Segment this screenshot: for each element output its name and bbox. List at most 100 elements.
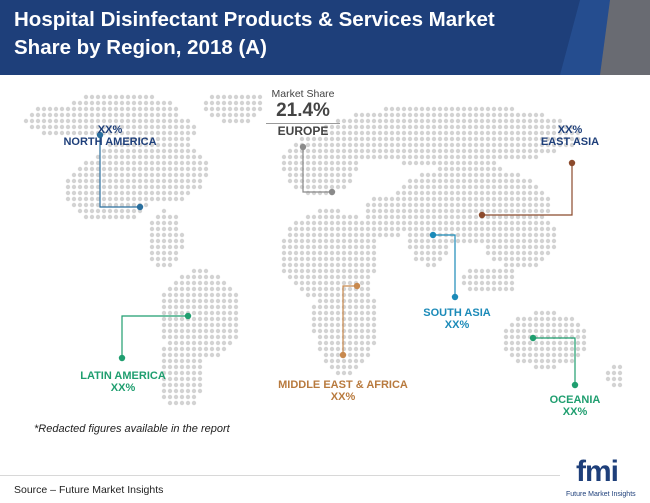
map-dot [173, 106, 179, 112]
leader-marker [429, 231, 437, 239]
map-dot [317, 226, 323, 232]
map-dot [533, 130, 539, 136]
map-dot [203, 304, 209, 310]
map-dot [521, 232, 527, 238]
map-dot [323, 226, 329, 232]
map-dot [197, 352, 203, 358]
map-dot [497, 286, 503, 292]
map-dot [305, 286, 311, 292]
map-dot [503, 256, 509, 262]
map-dot [527, 184, 533, 190]
map-dot [335, 118, 341, 124]
map-dot [503, 328, 509, 334]
map-dot [419, 112, 425, 118]
map-dot [347, 358, 353, 364]
map-dot [95, 160, 101, 166]
map-dot [341, 124, 347, 130]
label-oceania: OCEANIA XX% [540, 394, 610, 418]
map-dot [443, 250, 449, 256]
map-dot [449, 172, 455, 178]
map-dot [533, 142, 539, 148]
map-dot [191, 286, 197, 292]
map-dot [533, 238, 539, 244]
map-dot [305, 184, 311, 190]
map-dot [125, 208, 131, 214]
map-dot [521, 238, 527, 244]
map-dot [137, 190, 143, 196]
map-dot [167, 316, 173, 322]
map-dot [449, 130, 455, 136]
map-dot [329, 214, 335, 220]
map-dot [341, 154, 347, 160]
map-dot [509, 136, 515, 142]
map-dot [341, 226, 347, 232]
map-dot [329, 148, 335, 154]
map-dot [161, 220, 167, 226]
map-dot [485, 238, 491, 244]
map-dot [425, 244, 431, 250]
map-dot [185, 358, 191, 364]
map-dot [173, 394, 179, 400]
map-dot [533, 190, 539, 196]
map-dot [533, 364, 539, 370]
map-dot [125, 196, 131, 202]
map-dot [293, 172, 299, 178]
map-dot [191, 370, 197, 376]
map-dot [521, 202, 527, 208]
map-dot [167, 298, 173, 304]
map-dot [491, 256, 497, 262]
map-dot [485, 106, 491, 112]
map-dot [377, 220, 383, 226]
map-dot [365, 262, 371, 268]
map-dot [575, 136, 581, 142]
map-dot [539, 340, 545, 346]
map-dot [215, 334, 221, 340]
map-dot [467, 136, 473, 142]
map-dot [329, 232, 335, 238]
map-dot [467, 238, 473, 244]
map-dot [503, 148, 509, 154]
map-dot [503, 124, 509, 130]
map-dot [533, 196, 539, 202]
map-dot [191, 310, 197, 316]
map-dot [497, 250, 503, 256]
map-dot [353, 166, 359, 172]
chart-title-line-2: Share by Region, 2018 (A) [14, 36, 267, 59]
map-dot [521, 130, 527, 136]
map-dot [329, 286, 335, 292]
map-dot [431, 142, 437, 148]
map-dot [281, 238, 287, 244]
map-dot [179, 334, 185, 340]
map-dot [395, 130, 401, 136]
map-dot [287, 274, 293, 280]
map-dot [197, 268, 203, 274]
map-dot [323, 334, 329, 340]
map-dot [77, 118, 83, 124]
map-dot [419, 244, 425, 250]
map-dot [329, 334, 335, 340]
map-dot [521, 142, 527, 148]
map-dot [521, 148, 527, 154]
map-dot [149, 232, 155, 238]
map-dot [341, 250, 347, 256]
map-dot [407, 106, 413, 112]
map-dot [299, 262, 305, 268]
map-dot [305, 262, 311, 268]
map-dot [227, 340, 233, 346]
map-dot [101, 196, 107, 202]
map-dot [323, 148, 329, 154]
map-dot [143, 172, 149, 178]
map-dot [329, 136, 335, 142]
map-dot [425, 124, 431, 130]
map-dot [461, 190, 467, 196]
map-dot [443, 190, 449, 196]
map-dot [359, 136, 365, 142]
map-dot [515, 250, 521, 256]
map-dot [407, 208, 413, 214]
map-dot [449, 214, 455, 220]
map-dot [161, 244, 167, 250]
map-dot [149, 136, 155, 142]
map-dot [419, 130, 425, 136]
map-dot [479, 142, 485, 148]
map-dot [527, 352, 533, 358]
